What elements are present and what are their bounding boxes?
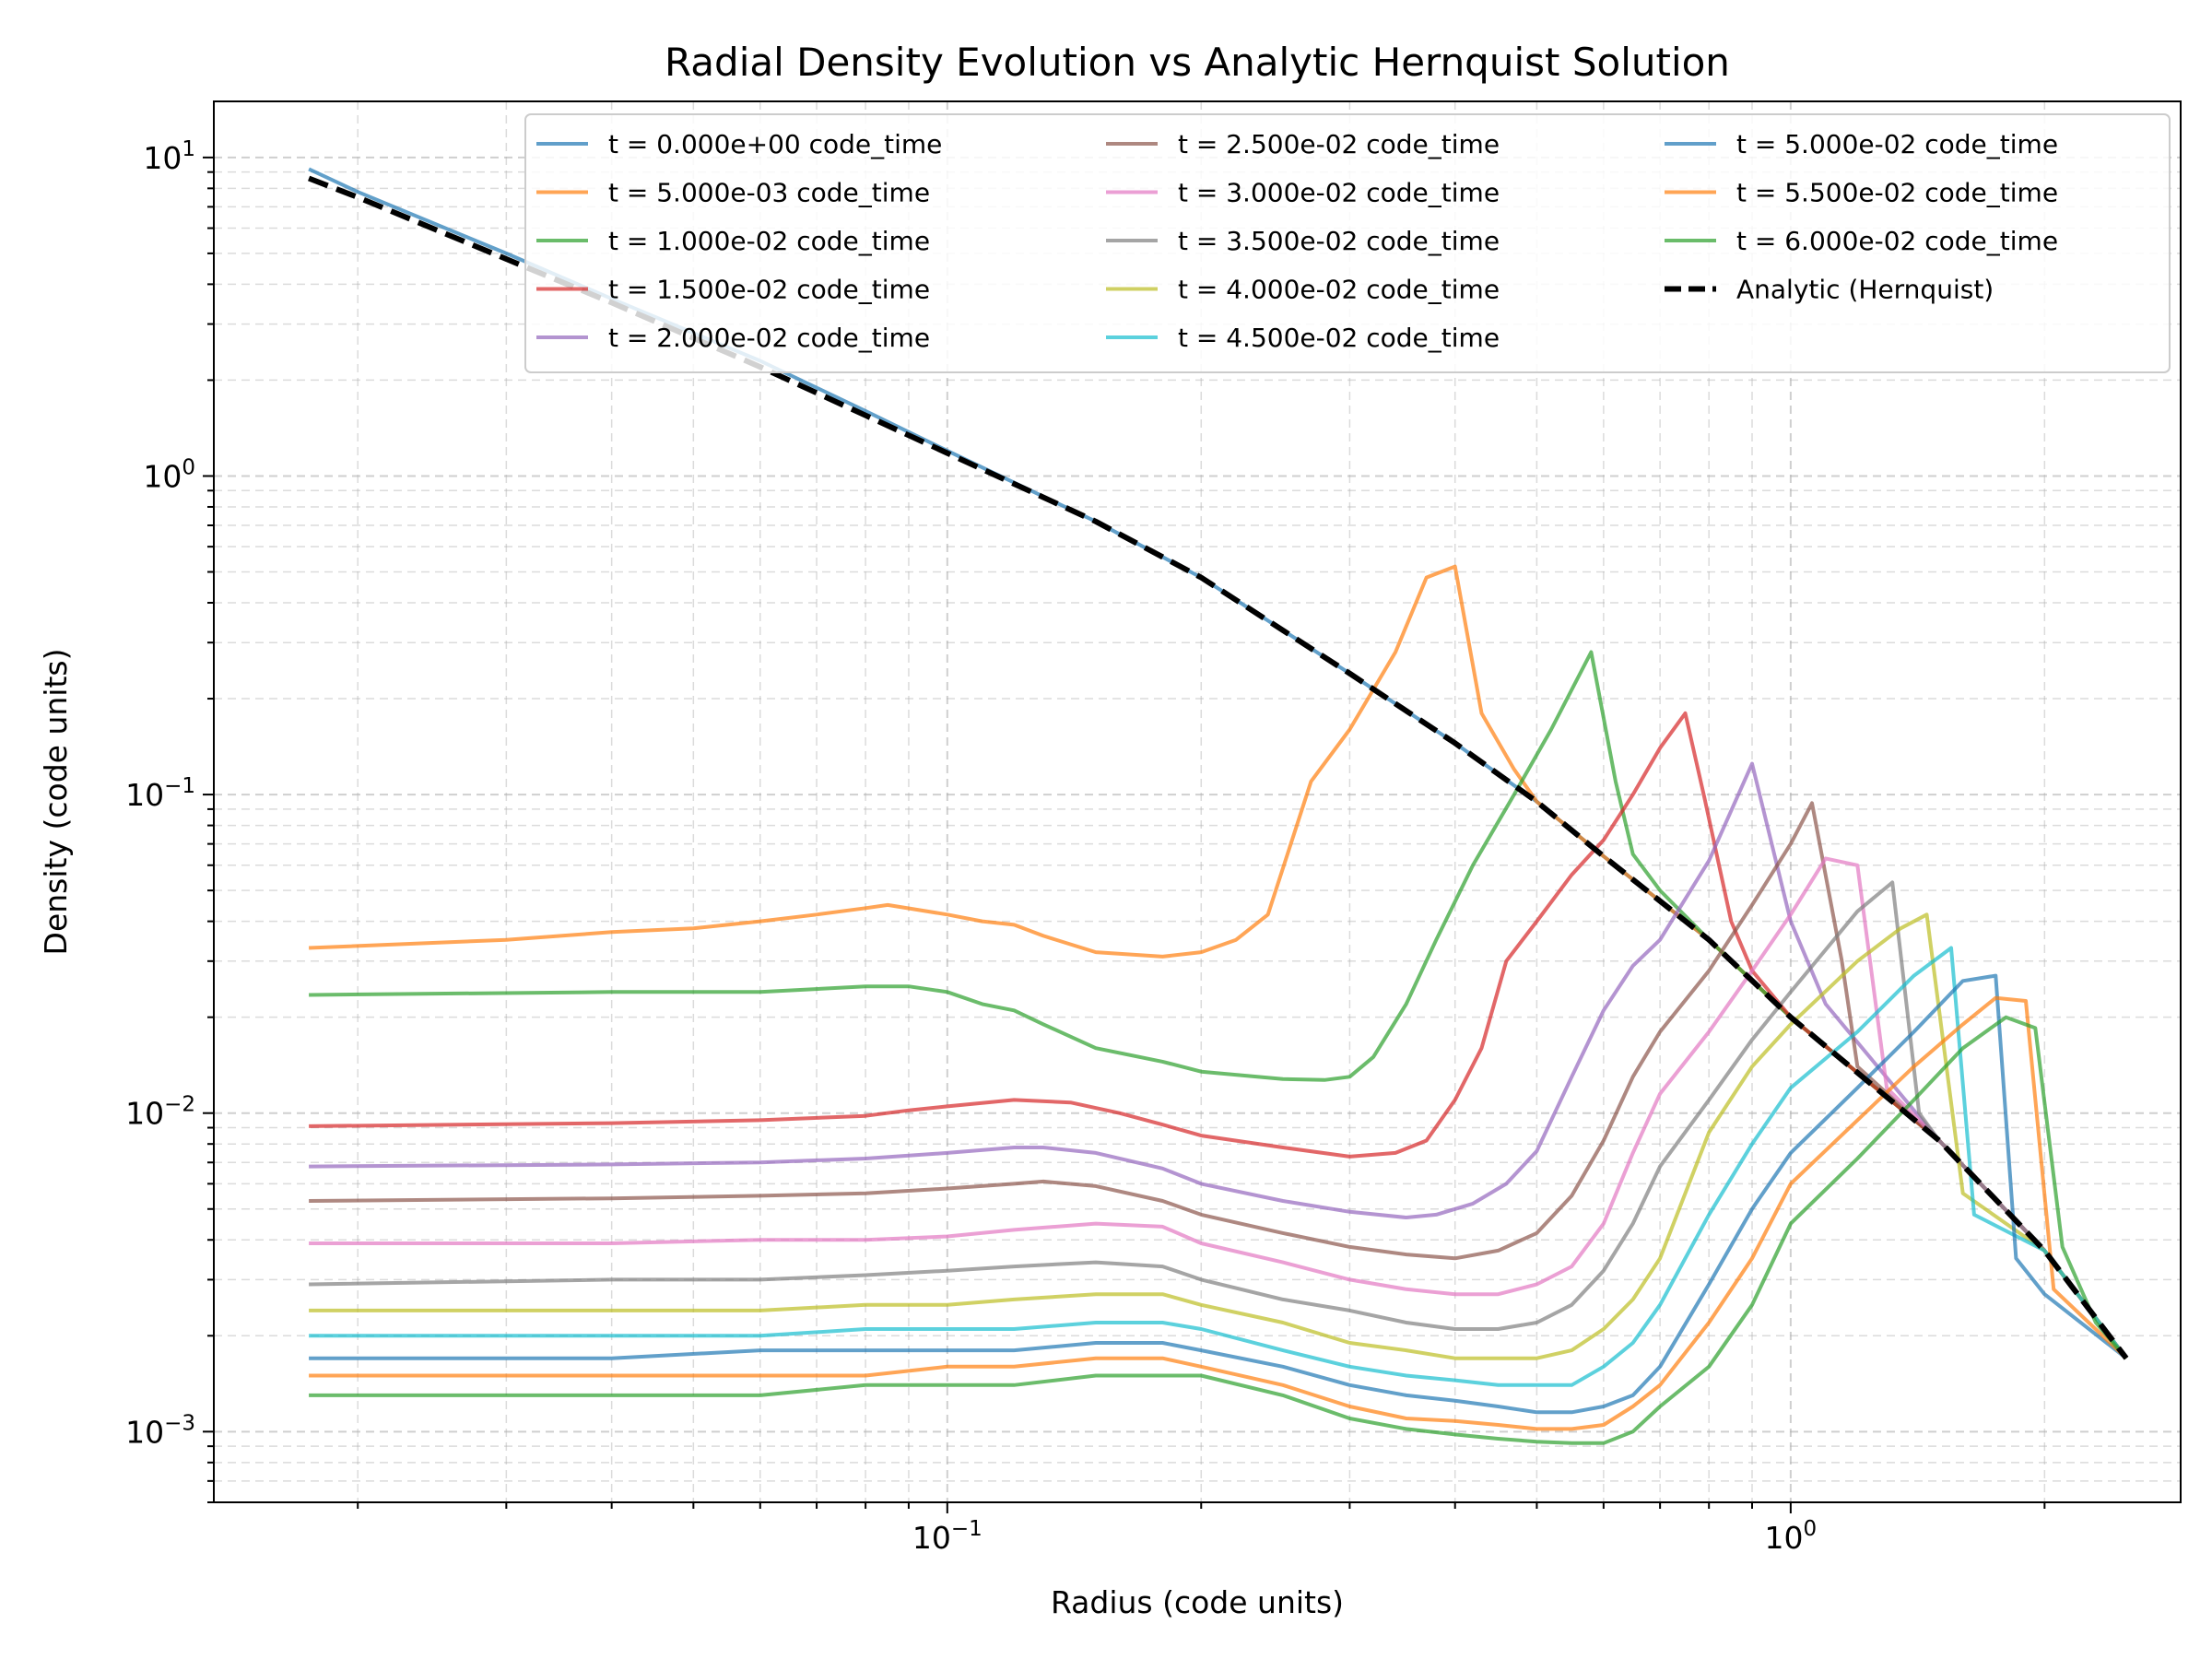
series-line-4 [309, 761, 2128, 1359]
legend-label: t = 2.500e-02 code_time [1178, 129, 1500, 159]
legend-label: t = 5.000e-03 code_time [608, 178, 930, 208]
legend-label: t = 2.000e-02 code_time [608, 323, 930, 353]
legend-label: t = 6.000e-02 code_time [1736, 226, 2058, 256]
axis-ticks: 10−1 100 10−3 10−2 10−1 100 101 [125, 137, 2046, 1556]
y-tick-label: 101 [143, 137, 195, 176]
series-line-9 [309, 946, 2128, 1387]
x-tick-label: 10−1 [912, 1517, 982, 1556]
x-axis-label: Radius (code units) [1051, 1584, 1344, 1620]
chart-title: Radial Density Evolution vs Analytic Her… [665, 40, 1730, 85]
legend-label: Analytic (Hernquist) [1736, 275, 1994, 305]
legend-label: t = 3.500e-02 code_time [1178, 226, 1500, 256]
series-line-11 [309, 995, 2128, 1431]
series-line-8 [309, 912, 2128, 1360]
y-tick-label: 10−3 [125, 1411, 195, 1450]
series-line-3 [309, 711, 2128, 1359]
legend-label: t = 4.000e-02 code_time [1178, 275, 1500, 305]
legend-label: t = 0.000e+00 code_time [608, 129, 942, 159]
series-line-7 [309, 880, 2128, 1359]
plot-frame [213, 100, 2182, 1503]
series-line-2 [309, 650, 2128, 1359]
y-tick-label: 10−1 [125, 774, 195, 813]
legend-label: t = 1.000e-02 code_time [608, 226, 930, 256]
series-line-6 [309, 856, 2128, 1359]
y-tick-label: 10−2 [125, 1093, 195, 1132]
legend-label: t = 5.500e-02 code_time [1736, 178, 2058, 208]
series-line-5 [309, 801, 2128, 1359]
plot-series [308, 167, 2129, 1445]
legend-label: t = 4.500e-02 code_time [1178, 323, 1500, 353]
legend-label: t = 1.500e-02 code_time [608, 275, 930, 305]
y-tick-label: 100 [143, 455, 195, 494]
legend-label: t = 3.000e-02 code_time [1178, 178, 1500, 208]
series-line-10 [309, 973, 2128, 1415]
series-line-12 [309, 1015, 2128, 1445]
legend-box [524, 113, 2171, 373]
series-line-1 [309, 564, 2128, 1359]
y-axis-label: Density (code units) [38, 649, 74, 956]
x-tick-label: 100 [1765, 1517, 1818, 1556]
legend-label: t = 5.000e-02 code_time [1736, 129, 2058, 159]
